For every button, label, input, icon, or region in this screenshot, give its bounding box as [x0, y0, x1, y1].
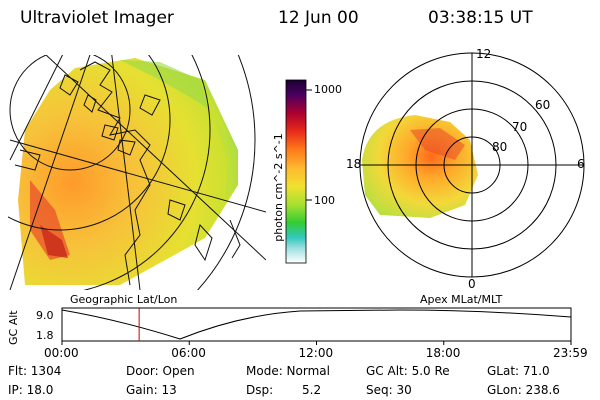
ip-value: IP: 18.0: [8, 383, 54, 397]
lat-circle: [83, 55, 211, 290]
coastline: [101, 124, 119, 141]
polar-label: Apex MLat/MLT: [420, 293, 503, 306]
coastline: [117, 139, 136, 156]
altitude-xtick-label: 00:00: [44, 346, 79, 360]
emission-disk: [18, 58, 238, 285]
flight-number: Flt: 1304: [8, 364, 62, 378]
coastline: [229, 219, 241, 259]
meridian: [9, 55, 91, 290]
colorbar-gradient: [285, 79, 307, 264]
lat-label-80: 80: [492, 140, 508, 154]
coastline: [79, 61, 151, 286]
coastline: [194, 223, 213, 262]
mlt-label-6: 6: [577, 157, 585, 171]
gc-alt-value: GC Alt: 5.0 Re: [366, 364, 450, 378]
coastline: [14, 149, 41, 171]
altitude-xtick-label: 06:00: [171, 346, 206, 360]
intensity-patch: [40, 225, 68, 258]
disk-edge-band: [120, 60, 210, 110]
meridian: [45, 55, 266, 261]
colorbar-tick-100: 100: [314, 194, 335, 207]
lat-label-60: 60: [535, 98, 551, 112]
altitude-frame: [61, 307, 572, 342]
glat-value: GLat: 71.0: [487, 364, 550, 378]
coastline: [139, 94, 161, 116]
projection-label: Geographic Lat/Lon: [70, 293, 178, 306]
coastline: [83, 94, 97, 113]
coastline: [59, 74, 79, 96]
colorbar-tick-1000: 1000: [314, 83, 342, 96]
mlt-label-0: 0: [468, 277, 476, 291]
disk-edge-band: [215, 120, 238, 200]
dsp-label: Dsp:: [246, 383, 274, 397]
gain-value: Gain: 13: [126, 383, 177, 397]
altitude-xtick-label: 18:00: [425, 346, 461, 360]
dsp-value: 5.2: [302, 383, 322, 397]
mode-value: Mode: Normal: [246, 364, 330, 378]
lat-circle: [196, 55, 256, 290]
instrument-title: Ultraviolet Imager: [20, 8, 174, 28]
date-label: 12 Jun 00: [278, 8, 359, 28]
lat-circle: [8, 55, 171, 231]
altitude-xtick-label: 23:59: [553, 346, 588, 360]
glon-value: GLon: 238.6: [487, 383, 560, 397]
meridian: [111, 55, 141, 290]
mlt-label-12: 12: [476, 47, 492, 61]
altitude-xtick-label: 12:00: [298, 346, 334, 360]
meridian: [9, 139, 266, 213]
altitude-ymax: 9.0: [36, 309, 54, 322]
altitude-curve: [61, 309, 572, 340]
meridian: [9, 55, 64, 161]
altitude-ymin: 1.8: [36, 329, 54, 342]
lat-circle: [9, 55, 131, 171]
door-status: Door: Open: [126, 364, 195, 378]
mlt-label-18: 18: [346, 157, 362, 171]
sequence-value: Seq: 30: [366, 383, 412, 397]
coastline: [167, 199, 186, 221]
lat-label-70: 70: [512, 120, 528, 134]
time-label: 03:38:15 UT: [428, 8, 533, 28]
altitude-axis-label: GC Alt: [7, 310, 20, 345]
